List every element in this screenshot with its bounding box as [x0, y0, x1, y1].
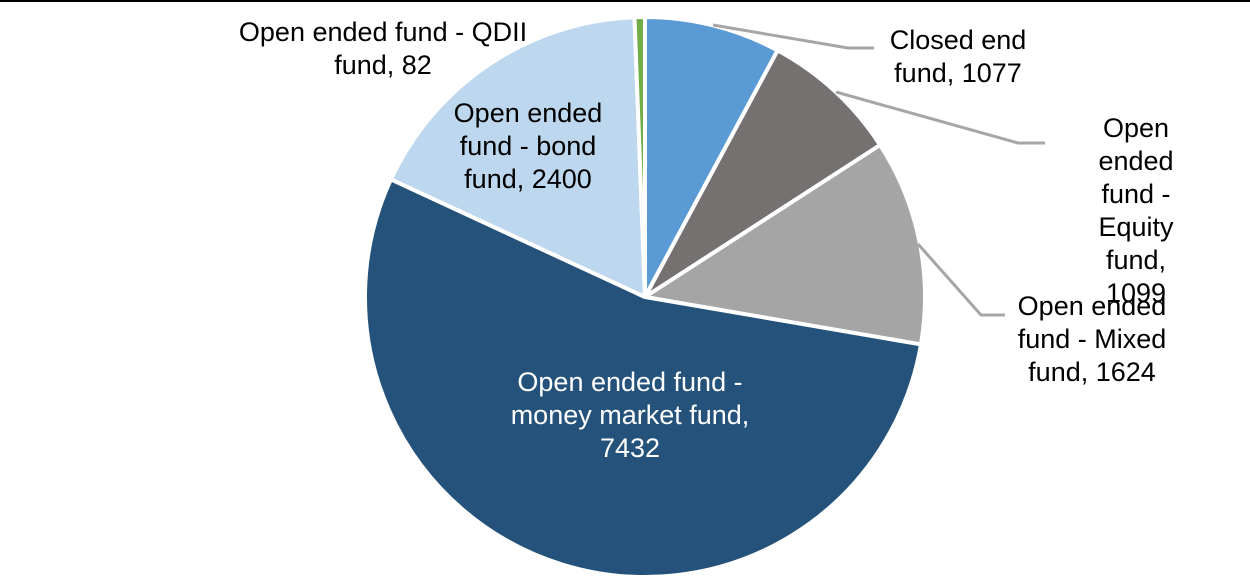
data-label-qdii-fund: Open ended fund - QDII fund, 82 [238, 17, 528, 80]
leader-line-equity-fund [835, 90, 1045, 145]
data-label-mixed-fund: Open ended fund - Mixed fund, 1624 [1017, 291, 1167, 387]
data-label-money-market-fund: Open ended fund - money market fund, 743… [510, 367, 750, 463]
data-label-equity-fund: Open ended fund - Equity fund, 1099 [1098, 113, 1174, 308]
pie-slice-open-ended-fund-mixed-fund [643, 143, 927, 347]
pie-slices [363, 15, 927, 579]
leader-line-closed-end-fund [712, 23, 874, 50]
data-label-bond-fund: Open ended fund - bond fund, 2400 [453, 98, 603, 194]
top-border-line [0, 0, 1250, 2]
pie-slice-open-ended-fund-money-market-fund [363, 177, 923, 579]
leader-lines [712, 23, 1045, 317]
leader-line-mixed-fund [916, 243, 1005, 317]
data-label-closed-end-fund: Closed end fund, 1077 [889, 25, 1027, 88]
pie-slice-open-ended-fund-bond-fund [388, 15, 647, 299]
pie-slice-open-ended-fund-equity-fund [643, 48, 883, 299]
pie-slice-open-ended-fund-qdii-fund [632, 15, 647, 299]
